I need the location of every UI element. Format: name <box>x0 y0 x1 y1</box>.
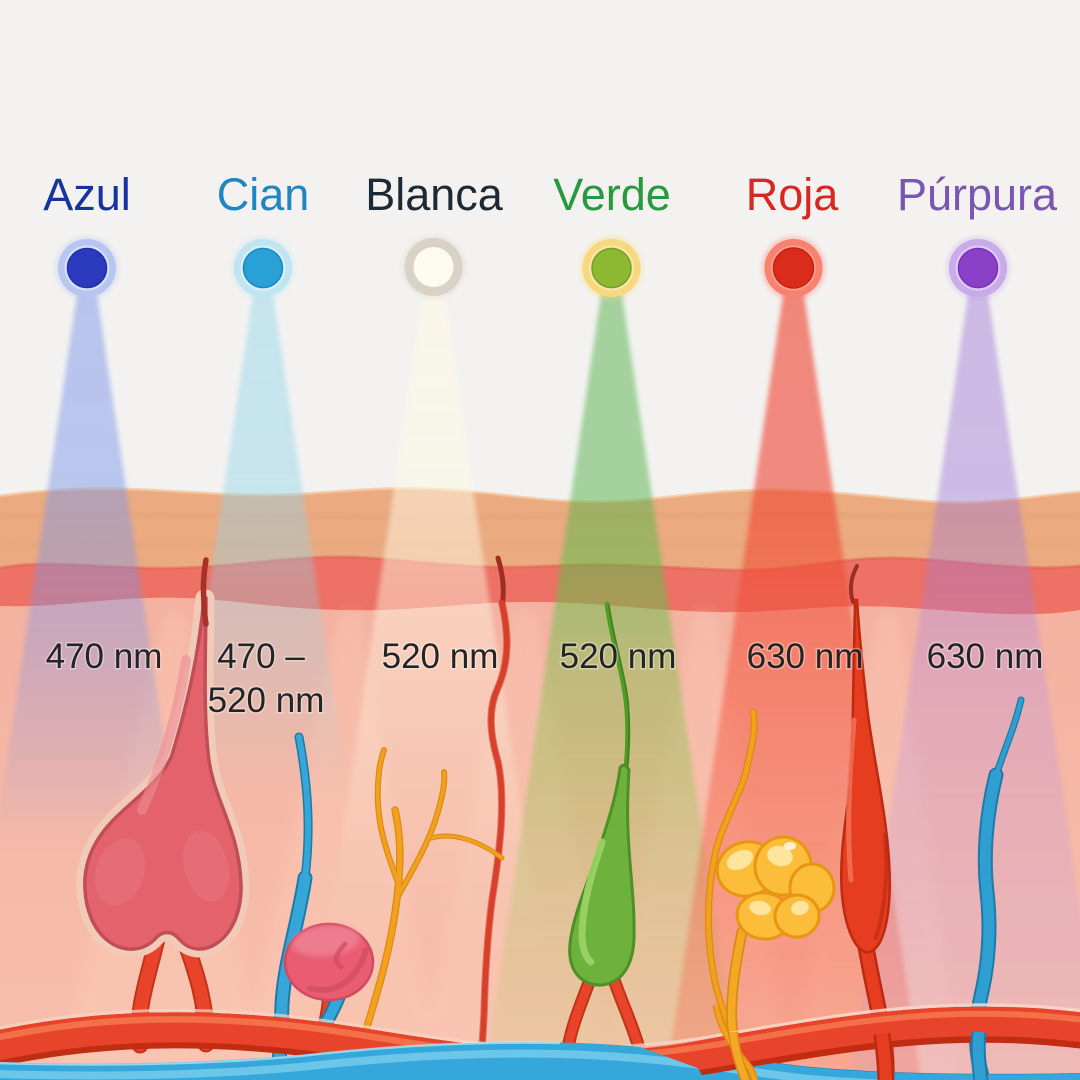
svg-text:520 nm: 520 nm <box>208 681 325 720</box>
svg-text:Roja: Roja <box>746 169 840 220</box>
svg-text:Blanca: Blanca <box>365 169 504 220</box>
svg-text:Cian: Cian <box>217 169 310 220</box>
svg-text:630 nm: 630 nm <box>927 637 1044 676</box>
svg-text:520 nm: 520 nm <box>382 637 499 676</box>
svg-text:630 nm: 630 nm <box>747 637 864 676</box>
svg-text:470 nm: 470 nm <box>46 637 163 676</box>
svg-text:Azul: Azul <box>43 169 131 220</box>
svg-text:470 –: 470 – <box>217 637 305 676</box>
svg-text:520 nm: 520 nm <box>560 637 677 676</box>
svg-text:Púrpura: Púrpura <box>897 169 1058 220</box>
svg-text:Verde: Verde <box>553 169 671 220</box>
